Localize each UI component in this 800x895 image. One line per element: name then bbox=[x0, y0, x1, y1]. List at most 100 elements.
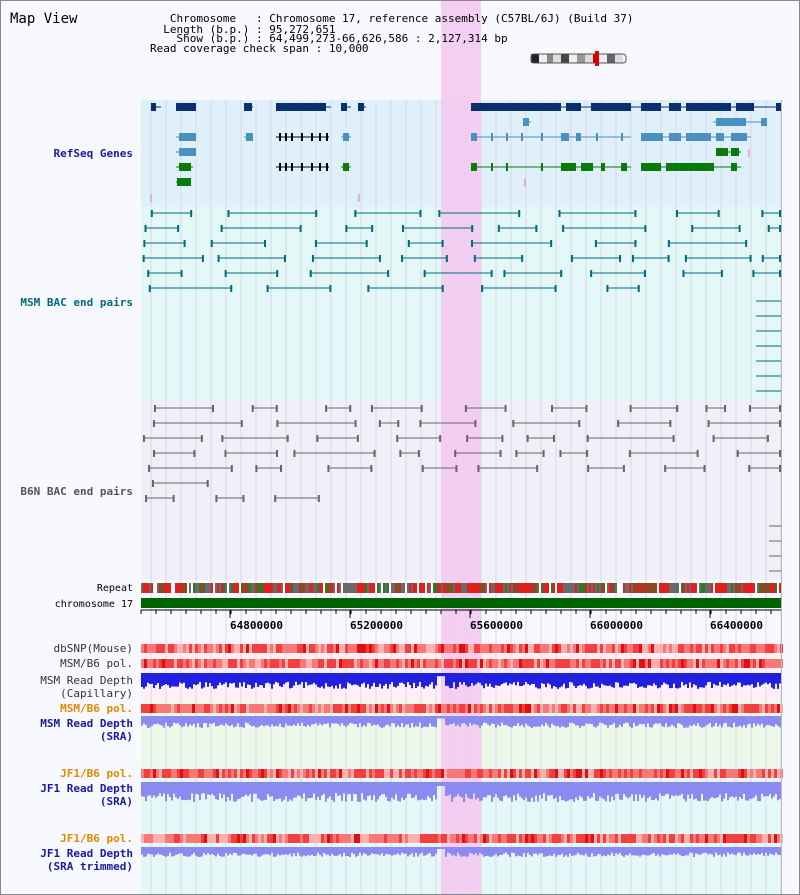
jf1-read-depth-trimmed-bar bbox=[587, 847, 589, 857]
track-label-msm-bac[interactable]: MSM BAC end pairs bbox=[20, 296, 133, 309]
msm-read-depth-capillary-bar bbox=[525, 673, 527, 682]
repeat-block bbox=[771, 583, 773, 593]
jf1-read-depth-trimmed-bar bbox=[441, 847, 443, 849]
msm-read-depth-sra-bar bbox=[295, 716, 297, 726]
jf1-read-depth-trimmed-bar bbox=[761, 847, 763, 853]
msm-bac-pair-end bbox=[230, 285, 233, 292]
track-label-msm-b6-pol[interactable]: MSM/B6 pol. bbox=[60, 657, 133, 670]
jf1-read-depth-trimmed-bar bbox=[733, 847, 735, 855]
msm-b6-pol-strip bbox=[459, 659, 462, 668]
msm-b6-pol-strip bbox=[411, 659, 414, 668]
dbsnp-strip bbox=[774, 644, 777, 653]
msm-read-depth-capillary-bar bbox=[779, 673, 781, 684]
jf1-read-depth-trimmed-bar bbox=[547, 847, 549, 856]
jf1-read-depth-bar bbox=[265, 782, 267, 800]
jf1-read-depth-trimmed-bar bbox=[249, 847, 251, 855]
jf1-b6-pol-2-strip bbox=[555, 834, 558, 843]
jf1-b6-pol-strip bbox=[552, 769, 555, 778]
jf1-b6-pol-2-strip bbox=[420, 834, 423, 843]
msm-b6-pol-strip bbox=[228, 659, 231, 668]
track-label-chromosome[interactable]: chromosome 17 bbox=[54, 599, 133, 610]
jf1-b6-pol-strip bbox=[495, 769, 498, 778]
jf1-b6-pol-strip bbox=[279, 769, 282, 778]
repeat-block bbox=[187, 583, 189, 593]
jf1-b6-pol-2-strip bbox=[363, 834, 366, 843]
msm-read-depth-sra-bar bbox=[657, 716, 659, 724]
jf1-read-depth-trimmed-bar bbox=[265, 847, 267, 855]
msm-read-depth-sra-bar bbox=[475, 716, 477, 725]
track-label-jf1-read-depth[interactable]: JF1 Read Depth (SRA) bbox=[40, 782, 133, 808]
msm-read-depth-capillary-bar bbox=[683, 673, 685, 686]
jf1-read-depth-bar bbox=[625, 782, 627, 797]
dbsnp-strip bbox=[636, 644, 639, 653]
jf1-read-depth-bar bbox=[227, 782, 229, 798]
msm-b6-pol-sra-strip bbox=[615, 704, 618, 713]
msm-b6-pol-sra-strip bbox=[549, 704, 552, 713]
track-label-msm-b6-pol-sra[interactable]: MSM/B6 pol. bbox=[60, 702, 133, 715]
track-label-repeat[interactable]: Repeat bbox=[96, 583, 133, 594]
msm-b6-pol-strip bbox=[156, 659, 159, 668]
jf1-b6-pol-strip bbox=[456, 769, 459, 778]
track-label-refseq[interactable]: RefSeq Genes bbox=[53, 147, 133, 160]
track-label-msm-read-depth-sra[interactable]: MSM Read Depth (SRA) bbox=[40, 717, 133, 743]
msm-b6-pol-strip bbox=[351, 659, 354, 668]
msm-read-depth-capillary-bar bbox=[337, 673, 339, 689]
msm-read-depth-capillary-bar bbox=[577, 673, 579, 686]
track-label-jf1-b6-pol[interactable]: JF1/B6 pol. bbox=[60, 767, 133, 780]
track-label-msm-read-depth-capillary[interactable]: MSM Read Depth (Capillary) bbox=[40, 674, 133, 700]
jf1-b6-pol-strip bbox=[384, 769, 387, 778]
jf1-read-depth-bar bbox=[197, 782, 199, 795]
msm-read-depth-capillary-bar bbox=[183, 673, 185, 683]
jf1-read-depth-bar bbox=[773, 782, 775, 797]
b6n-bac-pair-end bbox=[512, 420, 515, 427]
msm-b6-pol-sra-strip bbox=[174, 704, 177, 713]
track-label-dbsnp[interactable]: dbSNP(Mouse) bbox=[53, 642, 133, 655]
repeat-block bbox=[687, 583, 689, 593]
repeat-block bbox=[639, 583, 641, 593]
jf1-read-depth-bar bbox=[521, 782, 523, 799]
track-label-jf1-read-depth-trimmed[interactable]: JF1 Read Depth (SRA trimmed) bbox=[40, 847, 133, 873]
msm-b6-pol-strip bbox=[357, 659, 360, 668]
msm-read-depth-capillary-bar bbox=[643, 673, 645, 688]
dbsnp-strip bbox=[492, 644, 495, 653]
jf1-b6-pol-2-strip bbox=[429, 834, 432, 843]
repeat-block bbox=[635, 583, 637, 593]
jf1-read-depth-trimmed-bar bbox=[545, 847, 547, 857]
track-label-jf1-b6-pol-2[interactable]: JF1/B6 pol. bbox=[60, 832, 133, 845]
jf1-b6-pol-2-strip bbox=[315, 834, 318, 843]
jf1-read-depth-trimmed-bar bbox=[167, 847, 169, 856]
msm-bac-pair-end bbox=[438, 210, 441, 217]
jf1-b6-pol-strip bbox=[558, 769, 561, 778]
msm-b6-pol-strip bbox=[195, 659, 198, 668]
jf1-read-depth-trimmed-bar bbox=[559, 847, 561, 856]
jf1-read-depth-trimmed-bar bbox=[513, 847, 515, 854]
jf1-read-depth-bar bbox=[733, 782, 735, 798]
jf1-b6-pol-2-strip bbox=[204, 834, 207, 843]
b6n-bac-pair-end bbox=[779, 465, 781, 472]
repeat-block bbox=[729, 583, 731, 593]
jf1-b6-pol-2-strip bbox=[606, 834, 609, 843]
jf1-b6-pol-2-strip bbox=[639, 834, 642, 843]
jf1-read-depth-bar bbox=[495, 782, 497, 795]
msm-read-depth-capillary-bar bbox=[471, 673, 473, 683]
jf1-read-depth-bar bbox=[323, 782, 325, 794]
jf1-read-depth-bar bbox=[465, 782, 467, 795]
track-label-b6n-bac[interactable]: B6N BAC end pairs bbox=[20, 485, 133, 498]
jf1-read-depth-trimmed-bar bbox=[413, 847, 415, 857]
gene-exon bbox=[731, 133, 747, 141]
jf1-b6-pol-2-strip bbox=[348, 834, 351, 843]
msm-b6-pol-strip bbox=[234, 659, 237, 668]
msm-read-depth-sra-bar bbox=[445, 716, 447, 725]
msm-b6-pol-strip bbox=[672, 659, 675, 668]
jf1-b6-pol-strip bbox=[243, 769, 246, 778]
msm-b6-pol-strip bbox=[297, 659, 300, 668]
msm-read-depth-sra-bar bbox=[319, 716, 321, 724]
dbsnp-strip bbox=[579, 644, 582, 653]
msm-read-depth-sra-bar bbox=[381, 716, 383, 728]
msm-read-depth-capillary-bar bbox=[491, 673, 493, 688]
dbsnp-strip bbox=[477, 644, 480, 653]
b6n-bac-pair-end bbox=[748, 405, 751, 412]
jf1-read-depth-trimmed-bar bbox=[159, 847, 161, 855]
jf1-read-depth-trimmed-bar bbox=[615, 847, 617, 854]
